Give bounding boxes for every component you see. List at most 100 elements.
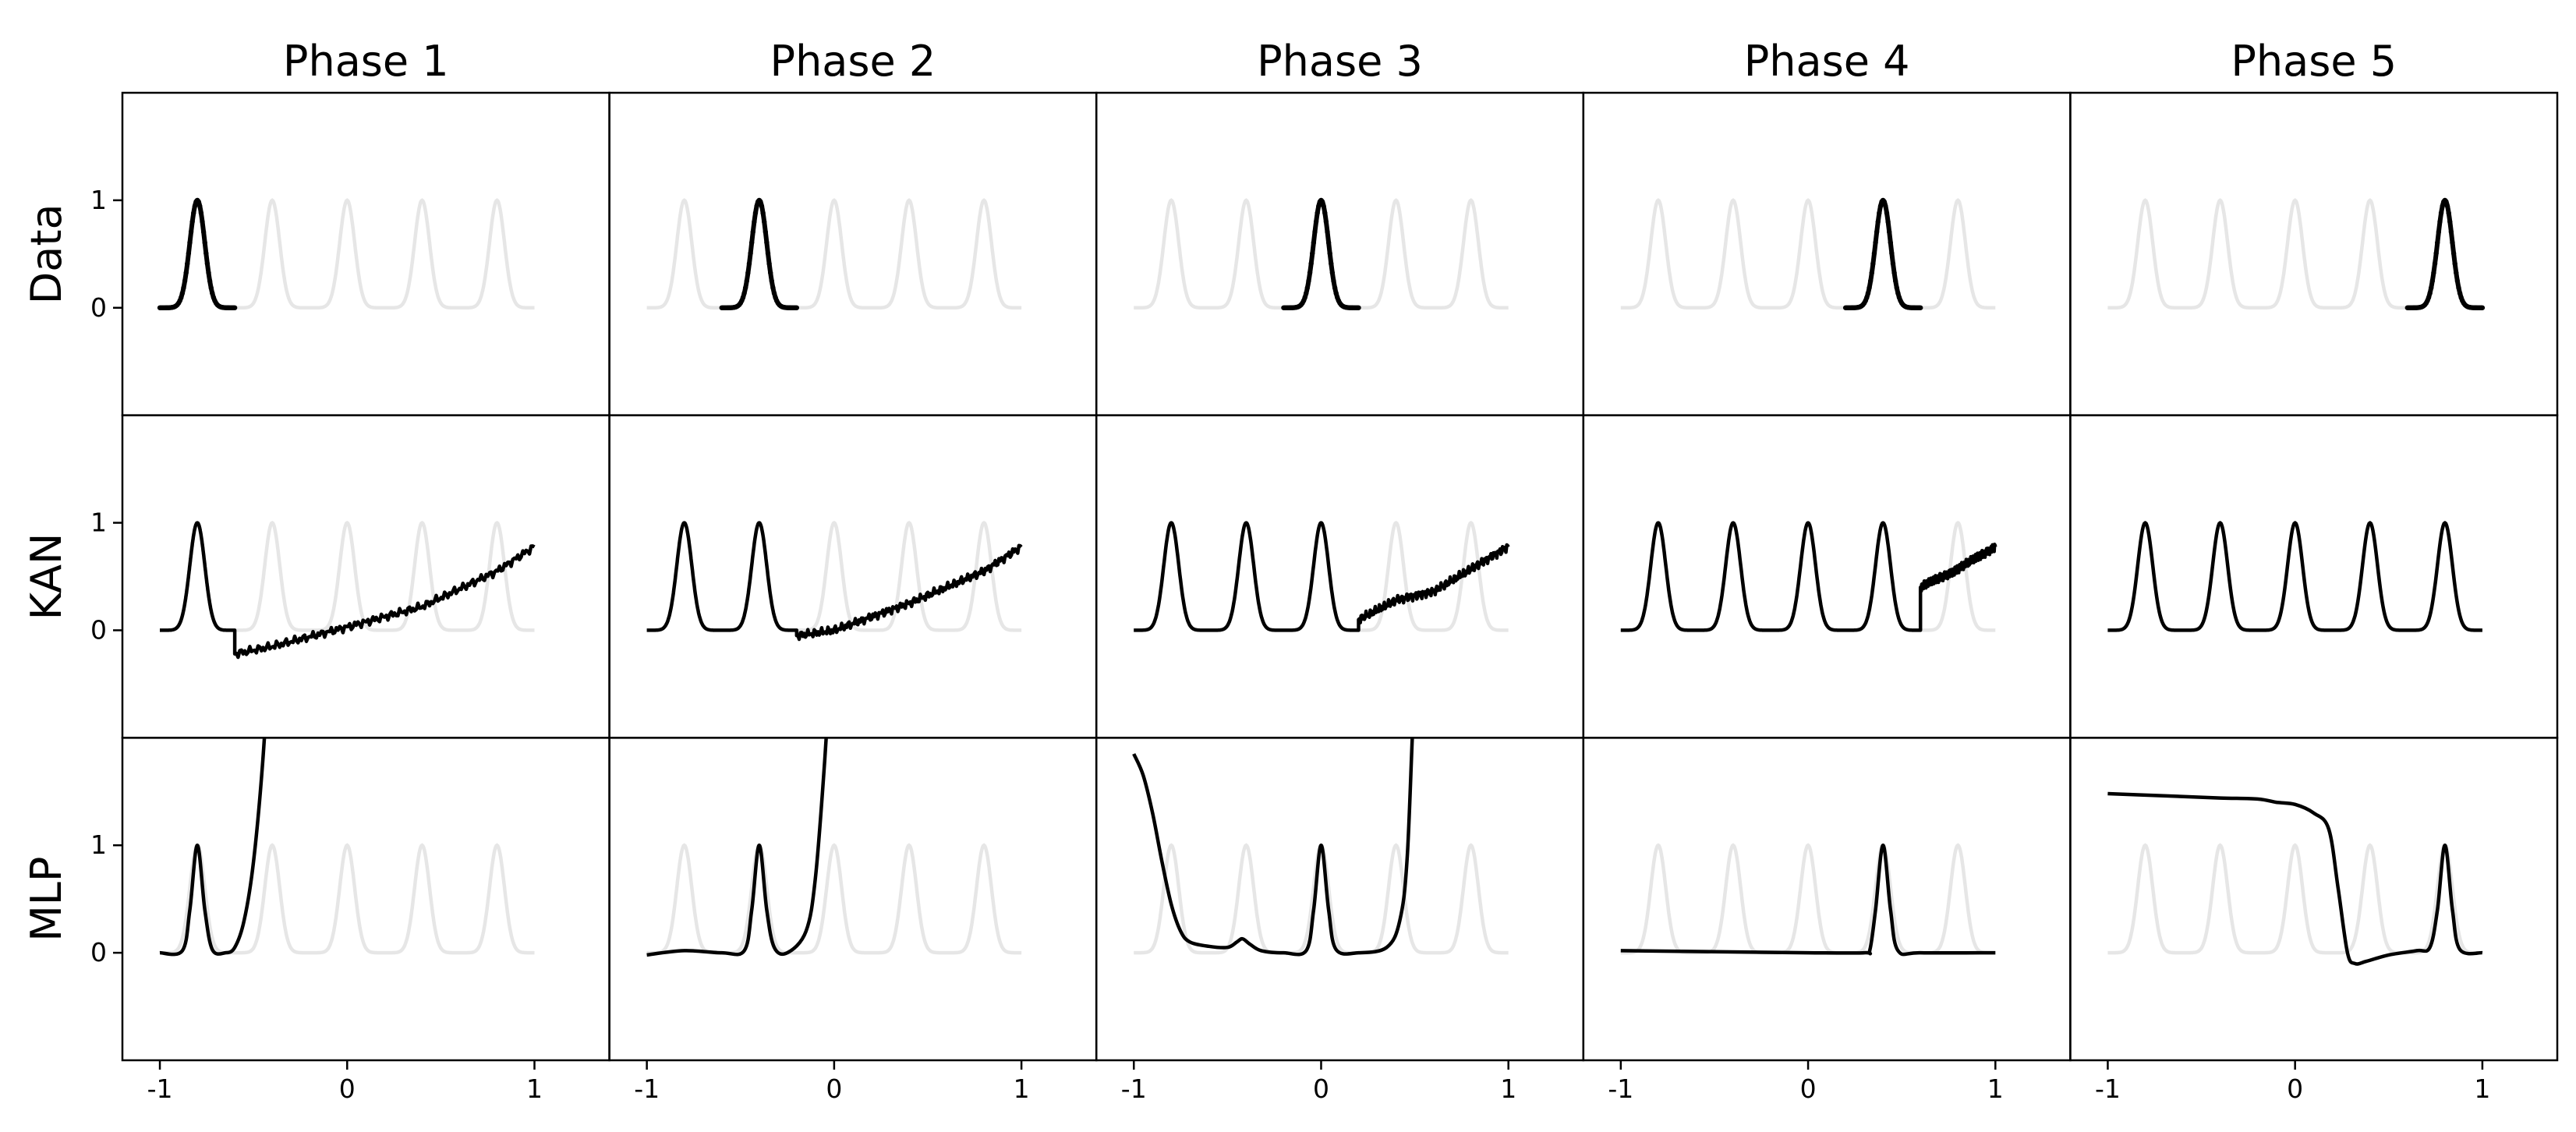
data-point	[1864, 295, 1870, 300]
panel-frame	[2069, 737, 2559, 1062]
data-point	[1889, 250, 1895, 256]
panel-frame	[608, 414, 1098, 739]
data-point	[2443, 199, 2449, 204]
data-point	[1875, 219, 1881, 225]
panel-data-3	[1095, 91, 1585, 416]
data-point	[198, 210, 204, 216]
data-point	[187, 239, 193, 246]
data-point	[766, 260, 772, 267]
data-point	[2431, 270, 2436, 276]
data-point	[2454, 270, 2459, 276]
x-tick-label: 0	[1800, 1074, 1817, 1104]
data-point	[188, 229, 194, 235]
data-point	[2450, 239, 2455, 246]
panel-frame	[608, 737, 1098, 1062]
x-tick-label: 1	[526, 1074, 543, 1104]
data-point	[771, 290, 777, 296]
background-curve	[646, 843, 1022, 955]
row-label: KAN	[22, 533, 71, 621]
panel-grid	[121, 91, 2559, 1062]
data-point	[1312, 229, 1318, 235]
panel-frame	[2069, 414, 2559, 739]
kan-curve	[1132, 521, 1510, 632]
column-title: Phase 1	[283, 37, 449, 86]
mlp-curve	[1620, 843, 1996, 957]
x-tick-label: 0	[1313, 1074, 1329, 1104]
data-point	[200, 229, 207, 235]
data-point	[764, 239, 770, 246]
data-point	[1918, 305, 1923, 310]
data-point	[769, 278, 774, 284]
data-point	[181, 285, 186, 291]
background-curve	[2107, 520, 2482, 632]
panel-frame	[1582, 91, 2072, 416]
data-point	[752, 219, 757, 225]
row-labels: Data KAN MLP	[22, 203, 71, 941]
panel-mlp-2	[608, 737, 1098, 1062]
data-point	[232, 305, 238, 310]
kan-curve	[2107, 521, 2483, 632]
data-point	[1319, 199, 1325, 204]
data-point	[1892, 278, 1898, 284]
data-point	[770, 285, 776, 291]
data-point	[1323, 219, 1329, 225]
data-point	[1873, 239, 1878, 246]
data-point	[2429, 285, 2434, 291]
data-point	[748, 250, 753, 256]
data-point	[748, 239, 755, 246]
data-point	[744, 278, 749, 284]
data-point	[1869, 270, 1874, 276]
data-point	[197, 203, 203, 209]
background-curve	[160, 520, 535, 632]
data-point	[1877, 210, 1882, 216]
column-title: Phase 3	[1257, 37, 1423, 86]
data-point	[1310, 250, 1315, 256]
data-point	[1316, 203, 1322, 209]
panel-frame	[121, 737, 610, 1062]
data-point	[191, 210, 196, 216]
kan-curve	[1619, 521, 1997, 632]
data-point	[206, 270, 211, 276]
data-point	[761, 219, 767, 225]
data-point	[1356, 305, 1361, 310]
data-point	[1867, 278, 1874, 284]
data-point	[759, 203, 765, 209]
data-point	[1865, 290, 1871, 296]
background-curve	[1134, 198, 1509, 310]
data-point	[1325, 229, 1330, 235]
data-point	[1885, 219, 1891, 225]
panel-mlp-4	[1582, 737, 2072, 1062]
mlp-curve	[1132, 738, 1414, 957]
data-point	[1329, 260, 1334, 267]
column-title: Phase 4	[1744, 37, 1910, 86]
data-curve	[720, 197, 798, 310]
data-point	[746, 260, 752, 267]
panel-mlp-3	[1095, 737, 1585, 1062]
data-point	[1321, 203, 1326, 209]
data-point	[186, 250, 192, 256]
data-point	[2450, 250, 2457, 256]
column-title: Phase 2	[770, 37, 936, 86]
data-point	[2426, 295, 2432, 300]
data-point	[2433, 250, 2439, 256]
mlp-curve	[646, 738, 829, 957]
data-point	[2429, 278, 2436, 284]
mlp-curve	[159, 738, 267, 957]
data-point	[2440, 203, 2445, 209]
data-point	[2427, 290, 2433, 296]
background-curve	[160, 843, 535, 955]
data-point	[758, 199, 763, 204]
data-point	[1306, 278, 1311, 284]
background-curve	[1134, 520, 1509, 632]
data-point	[1332, 285, 1338, 291]
data-point	[189, 219, 195, 225]
x-tick-label: 0	[826, 1074, 842, 1104]
row-label: Data	[22, 203, 71, 304]
background-curve	[1620, 198, 1996, 310]
data-point	[2454, 278, 2461, 284]
data-point	[754, 203, 759, 209]
panel-data-2	[608, 91, 1098, 416]
x-tick-label: -1	[1121, 1074, 1147, 1104]
data-point	[2444, 203, 2450, 209]
data-curve	[1282, 197, 1361, 310]
